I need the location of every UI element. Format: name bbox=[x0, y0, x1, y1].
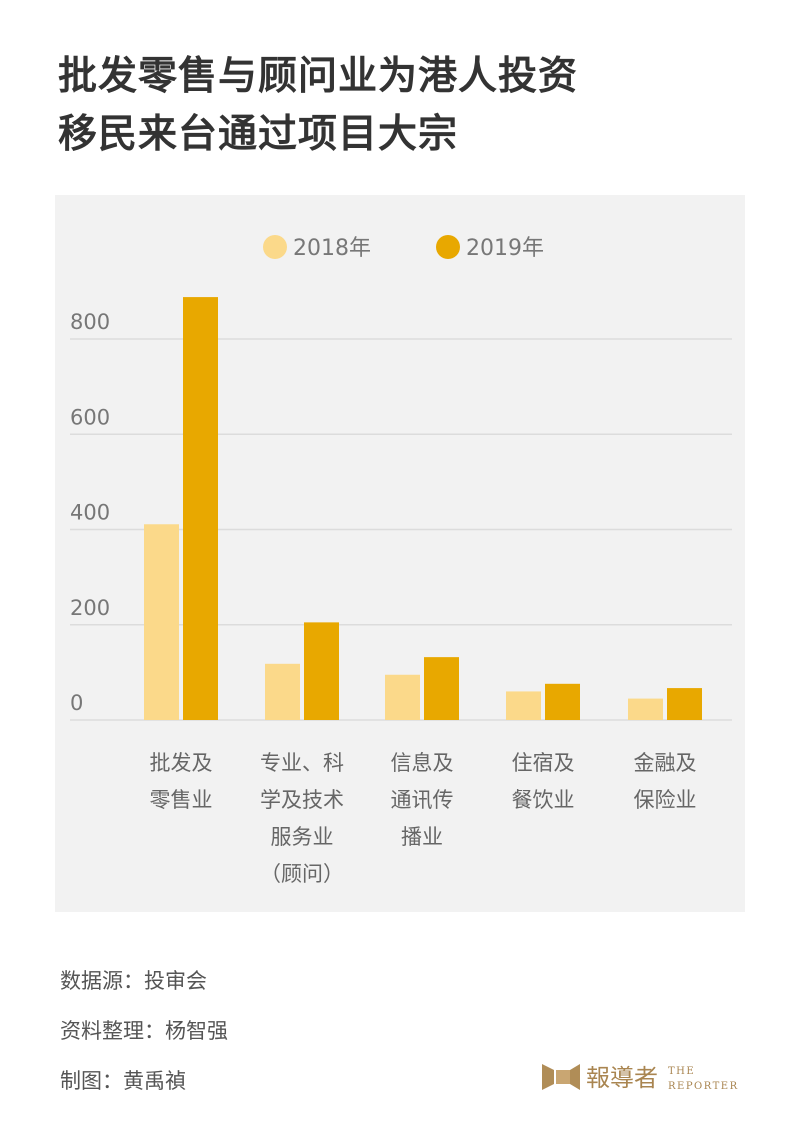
y-tick-label: 600 bbox=[70, 405, 110, 429]
title-line-1: 批发零售与顾问业为港人投资 bbox=[58, 54, 579, 99]
svg-text:報導者: 報導者 bbox=[586, 1064, 658, 1092]
bar-2018年 bbox=[506, 691, 541, 720]
x-tick-label: 批发及 bbox=[150, 751, 213, 775]
x-tick-label: 播业 bbox=[401, 825, 443, 849]
bar-2019年 bbox=[183, 297, 218, 720]
x-tick-label: 服务业 bbox=[271, 825, 334, 849]
y-tick-label: 200 bbox=[70, 596, 110, 620]
svg-text:THE: THE bbox=[668, 1066, 695, 1077]
chart-title: 批发零售与顾问业为港人投资 移民来台通过项目大宗 bbox=[58, 48, 578, 164]
reporter-logo: 報導者 THE REPORTER bbox=[542, 1064, 739, 1092]
bar-2019年 bbox=[304, 622, 339, 720]
bar-2018年 bbox=[144, 524, 179, 720]
graphic-note: 制图：黄禹禎 bbox=[60, 1069, 186, 1093]
legend-label: 2018年 bbox=[293, 236, 371, 261]
x-tick-label: 餐饮业 bbox=[512, 788, 575, 812]
x-tick-label: 保险业 bbox=[634, 788, 697, 812]
title-line-2: 移民来台通过项目大宗 bbox=[58, 112, 459, 157]
y-tick-label: 0 bbox=[70, 691, 83, 715]
x-tick-label: 学及技术 bbox=[260, 788, 344, 812]
bar-2019年 bbox=[545, 683, 580, 720]
legend-swatch bbox=[263, 235, 287, 259]
bar-2018年 bbox=[265, 663, 300, 720]
svg-text:REPORTER: REPORTER bbox=[668, 1081, 739, 1092]
y-tick-label: 400 bbox=[70, 501, 110, 525]
bar-2019年 bbox=[424, 657, 459, 720]
legend-swatch bbox=[436, 235, 460, 259]
legend-label: 2019年 bbox=[466, 236, 544, 261]
compiled-note: 资料整理：杨智强 bbox=[60, 1019, 228, 1043]
x-tick-label: 金融及 bbox=[634, 751, 697, 775]
y-tick-label: 800 bbox=[70, 310, 110, 334]
bar-2019年 bbox=[667, 688, 702, 720]
x-tick-label: 通讯传 bbox=[391, 788, 454, 812]
x-tick-label: 零售业 bbox=[150, 788, 213, 812]
bar-2018年 bbox=[628, 698, 663, 720]
x-tick-label: 专业、科 bbox=[260, 751, 344, 775]
x-tick-label: （顾问） bbox=[260, 862, 344, 886]
x-tick-label: 信息及 bbox=[391, 751, 454, 775]
source-note: 数据源：投审会 bbox=[60, 969, 207, 993]
bar-2018年 bbox=[385, 674, 420, 720]
x-tick-label: 住宿及 bbox=[512, 751, 575, 775]
